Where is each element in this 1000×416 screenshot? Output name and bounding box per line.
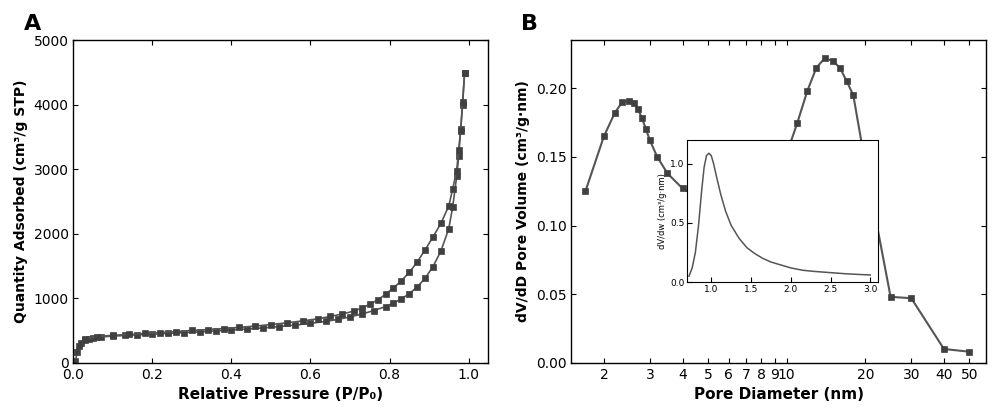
Y-axis label: Quantity Adsorbed (cm³/g STP): Quantity Adsorbed (cm³/g STP) bbox=[14, 80, 28, 323]
Y-axis label: dV/dD Pore Volume (cm³/g·nm): dV/dD Pore Volume (cm³/g·nm) bbox=[516, 81, 530, 322]
X-axis label: Relative Pressure (P/P₀): Relative Pressure (P/P₀) bbox=[178, 387, 383, 402]
X-axis label: Pore Diameter (nm): Pore Diameter (nm) bbox=[694, 387, 864, 402]
Text: B: B bbox=[521, 14, 538, 34]
Text: A: A bbox=[24, 14, 41, 34]
